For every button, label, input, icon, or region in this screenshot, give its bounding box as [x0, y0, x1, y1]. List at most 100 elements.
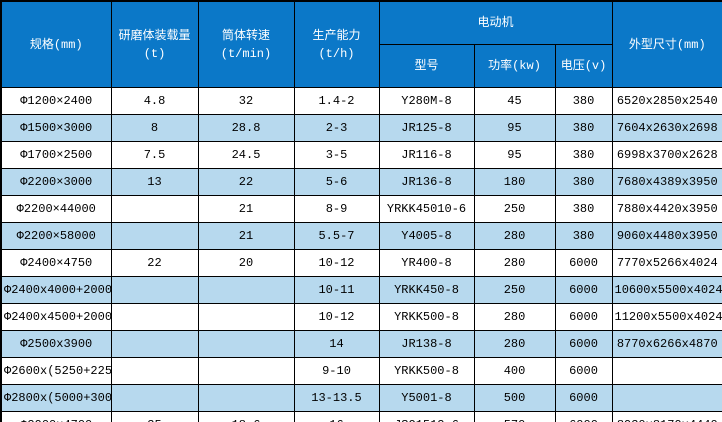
cell-speed: 21 — [197, 195, 295, 223]
cell-speed — [197, 276, 295, 304]
cell-motor-voltage: 380 — [554, 87, 613, 115]
cell-motor-power: 45 — [473, 87, 556, 115]
cell-motor-model: Y5001-8 — [378, 384, 475, 412]
cell-speed: 32 — [197, 87, 295, 115]
cell-load — [110, 222, 199, 250]
cell-load: 22 — [110, 249, 199, 277]
header-capacity: 生产能力(t/h) — [293, 0, 380, 88]
cell-capacity: 1.4-2 — [293, 87, 380, 115]
cell-speed: 28.8 — [197, 114, 295, 142]
cell-motor-power: 250 — [473, 276, 556, 304]
table-row: Φ2400x4000+2000 10-11 YRKK450-8 250 6000 1060… — [0, 276, 722, 304]
cell-motor-power: 95 — [473, 141, 556, 169]
cell-dimensions: 7880x4420x3950 — [611, 195, 722, 223]
cell-spec: Φ2800x(5000+3000) — [0, 384, 112, 412]
cell-motor-voltage: 6000 — [554, 276, 613, 304]
header-row-sub: 型号 功率(kw) 电压(v) — [1, 44, 722, 88]
cell-dimensions: 7770x5266x4024 — [611, 249, 722, 277]
header-motor-model: 型号 — [378, 44, 475, 88]
cell-spec: Φ2400×4750 — [0, 249, 112, 277]
cell-speed: 22 — [197, 168, 295, 196]
table-row: Φ2400×4750 22 20 10-12 YR400-8 280 6000 7770x52… — [0, 249, 722, 277]
cell-load: 7.5 — [110, 141, 199, 169]
cell-load: 4.8 — [110, 87, 199, 115]
cell-motor-voltage: 380 — [554, 114, 613, 142]
cell-capacity: 13-13.5 — [293, 384, 380, 412]
cell-speed: 20 — [197, 249, 295, 277]
cell-dimensions: 10600x5500x4024 — [611, 276, 722, 304]
cell-spec: Φ1500×3000 — [0, 114, 112, 142]
cell-motor-power: 500 — [473, 384, 556, 412]
cell-dimensions: 11200x5500x4024 — [611, 303, 722, 331]
cell-dimensions: 8930x8179x4440 — [611, 411, 722, 422]
cell-motor-power: 400 — [473, 357, 556, 385]
cell-capacity: 5-6 — [293, 168, 380, 196]
table-header: 规格(mm) 研磨体装载量 (t) 筒体转速(t/min) 生产能力(t/h) … — [0, 0, 722, 88]
table-row: Φ2200×58000 21 5.5-7 Y4005-8 280 380 9060x4480… — [0, 222, 722, 250]
cell-load: 35 — [110, 411, 199, 422]
header-motor-group: 电动机 — [378, 0, 613, 45]
cell-motor-power: 180 — [473, 168, 556, 196]
cell-spec: Φ2500x3900 — [0, 330, 112, 358]
table-row: Φ2400x4500+2000 10-12 YRKK500-8 280 6000 1120… — [0, 303, 722, 331]
cell-motor-model: YRKK450-8 — [378, 276, 475, 304]
cell-motor-model: Y280M-8 — [378, 87, 475, 115]
cell-capacity: 9-10 — [293, 357, 380, 385]
header-motor-power: 功率(kw) — [473, 44, 556, 88]
cell-motor-voltage: 6000 — [554, 411, 613, 422]
cell-load — [110, 384, 199, 412]
cell-motor-power: 95 — [473, 114, 556, 142]
cell-load — [110, 330, 199, 358]
cell-capacity: 5.5-7 — [293, 222, 380, 250]
cell-dimensions: 7680x4389x3950 — [611, 168, 722, 196]
cell-spec: Φ2400x4500+2000 — [0, 303, 112, 331]
cell-spec: Φ2200×44000 — [0, 195, 112, 223]
cell-speed: 18.6 — [197, 411, 295, 422]
cell-motor-model: JSQ1512-6 — [378, 411, 475, 422]
cell-motor-power: 280 — [473, 303, 556, 331]
cell-spec: Φ2400x4000+2000 — [0, 276, 112, 304]
cell-load — [110, 357, 199, 385]
cell-dimensions: 9060x4480x3950 — [611, 222, 722, 250]
cell-motor-voltage: 6000 — [554, 357, 613, 385]
cell-motor-model: YR400-8 — [378, 249, 475, 277]
cell-capacity: 3-5 — [293, 141, 380, 169]
cell-motor-power: 250 — [473, 195, 556, 223]
cell-capacity: 14 — [293, 330, 380, 358]
cell-motor-model: JR125-8 — [378, 114, 475, 142]
header-motor-voltage: 电压(v) — [554, 44, 613, 88]
cell-speed — [197, 330, 295, 358]
cell-capacity: 10-12 — [293, 303, 380, 331]
table-row: Φ1200×2400 4.8 32 1.4-2 Y280M-8 45 380 6520x285… — [0, 87, 722, 115]
cell-motor-model: YRKK500-8 — [378, 357, 475, 385]
cell-spec: Φ2200×3000 — [0, 168, 112, 196]
header-load: 研磨体装载量 (t) — [110, 0, 199, 88]
cell-load — [110, 276, 199, 304]
header-speed: 筒体转速(t/min) — [197, 0, 295, 88]
cell-dimensions: 7604x2630x2698 — [611, 114, 722, 142]
table-body: Φ1200×2400 4.8 32 1.4-2 Y280M-8 45 380 6520x285… — [0, 87, 722, 422]
table-row: Φ1500×3000 8 28.8 2-3 JR125-8 95 380 7604x2630x… — [0, 114, 722, 142]
cell-motor-model: YRKK500-8 — [378, 303, 475, 331]
table-row: Φ2200×3000 13 22 5-6 JR136-8 180 380 7680x4389x… — [0, 168, 722, 196]
cell-speed: 24.5 — [197, 141, 295, 169]
cell-motor-model: YRKK45010-6 — [378, 195, 475, 223]
table-row: Φ2500x3900 14 JR138-8 280 6000 8770x6266x4870 — [0, 330, 722, 358]
cell-motor-voltage: 380 — [554, 195, 613, 223]
cell-spec: Φ2600x(5250+2250) — [0, 357, 112, 385]
table-row: Φ2900×47003518.616JSQ1512-657060008930x8… — [0, 411, 722, 422]
cell-speed — [197, 303, 295, 331]
cell-dimensions — [611, 357, 722, 385]
table-row: Φ1700×2500 7.5 24.5 3-5 JR116-8 95 380 6998x370… — [0, 141, 722, 169]
cell-motor-power: 280 — [473, 249, 556, 277]
header-spec: 规格(mm) — [0, 0, 112, 88]
cell-load: 8 — [110, 114, 199, 142]
cell-motor-model: JR138-8 — [378, 330, 475, 358]
cell-capacity: 2-3 — [293, 114, 380, 142]
cell-motor-power: 570 — [473, 411, 556, 422]
header-dimensions: 外型尺寸(mm) — [611, 0, 722, 88]
